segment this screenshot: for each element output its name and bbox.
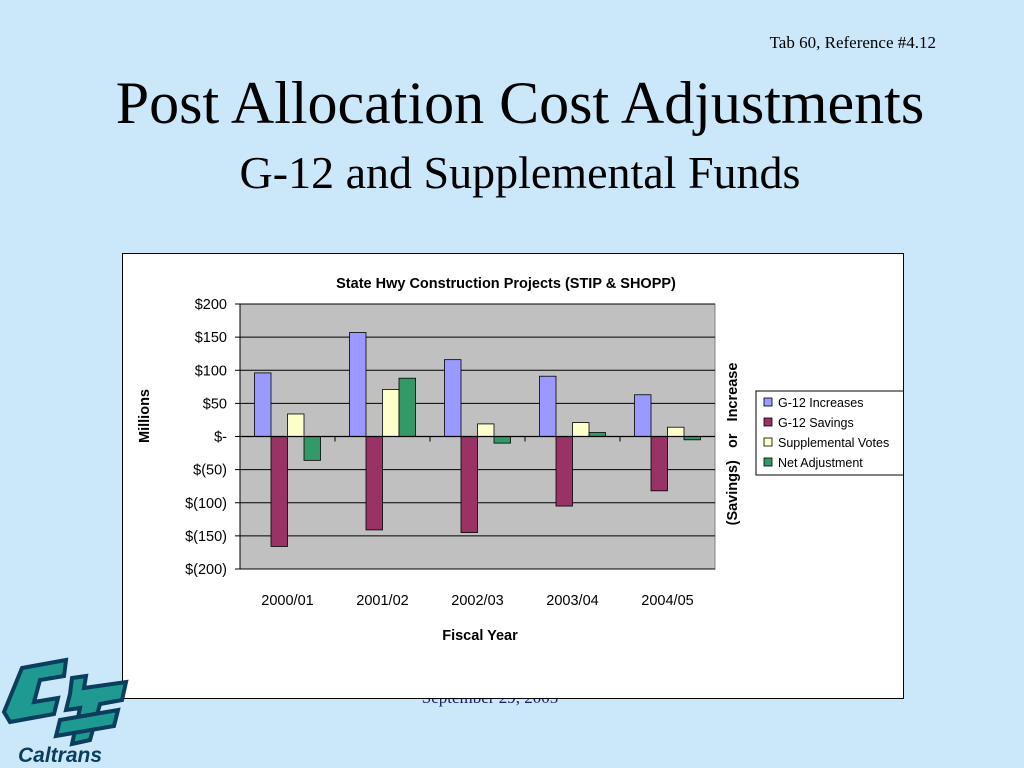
caltrans-logo: Caltrans [1, 657, 129, 767]
bar [650, 436, 668, 492]
y-tick-label: $150 [195, 330, 227, 346]
bar [667, 426, 685, 437]
plot-area: $200 $150 $100 $50 $- $(50) $(100) $(150) $(200)… [185, 297, 716, 609]
x-tick-label: 2002/03 [451, 593, 503, 609]
bar [555, 436, 573, 507]
bar [444, 359, 462, 437]
y-tick-label: $(50) [193, 463, 227, 479]
legend-label: Net Adjustment [778, 456, 863, 470]
chart-frame: State Hwy Construction Projects (STIP & … [122, 253, 907, 699]
bar [634, 394, 652, 437]
legend-label: G-12 Savings [778, 416, 854, 430]
legend-swatch [763, 397, 773, 407]
x-tick-label: 2003/04 [546, 593, 598, 609]
y-tick-label: $(100) [185, 496, 227, 512]
y-tick-label: $100 [195, 363, 227, 379]
x-tick-label: 2000/01 [261, 593, 313, 609]
bar [493, 436, 511, 444]
legend-label: Supplemental Votes [778, 436, 889, 450]
bar [572, 422, 590, 437]
bar [303, 436, 321, 461]
bar [365, 436, 383, 531]
bar [270, 436, 288, 547]
bar [539, 375, 557, 437]
chart-title: State Hwy Construction Projects (STIP & … [336, 276, 676, 292]
legend-swatch [763, 457, 773, 467]
y-axis-label: Millions [137, 389, 153, 443]
reference-label: Tab 60, Reference #4.12 [769, 33, 936, 52]
y-tick-label: $- [214, 430, 227, 446]
caltrans-mark-icon [1, 657, 129, 747]
bar [398, 377, 416, 437]
y-tick-label: $(200) [185, 562, 227, 578]
x-tick-label: 2001/02 [356, 593, 408, 609]
y-tick-label: $200 [195, 297, 227, 313]
slide-subtitle: G-12 and Supplemental Funds [239, 147, 801, 198]
bar [382, 389, 400, 437]
caltrans-wordmark: Caltrans [18, 744, 102, 767]
x-tick-label: 2004/05 [641, 593, 693, 609]
slide-title: Post Allocation Cost Adjustments [115, 70, 925, 136]
bar [477, 423, 495, 437]
y-axis-label-right: (Savings) or Increase [725, 363, 741, 526]
y-tick-label: $50 [203, 396, 227, 412]
y-tick-label: $(150) [185, 529, 227, 545]
legend-swatch [763, 417, 773, 427]
x-axis-label: Fiscal Year [442, 628, 518, 644]
legend-label: G-12 Increases [778, 396, 863, 410]
legend-swatch [763, 437, 773, 447]
legend-box [755, 390, 907, 476]
bar [460, 436, 478, 533]
bar [349, 332, 367, 437]
bar-chart: State Hwy Construction Projects (STIP & … [137, 276, 907, 644]
bar [254, 372, 272, 437]
legend: G-12 Increases G-12 Savings Supplemental V… [755, 390, 907, 476]
bar [287, 413, 305, 437]
